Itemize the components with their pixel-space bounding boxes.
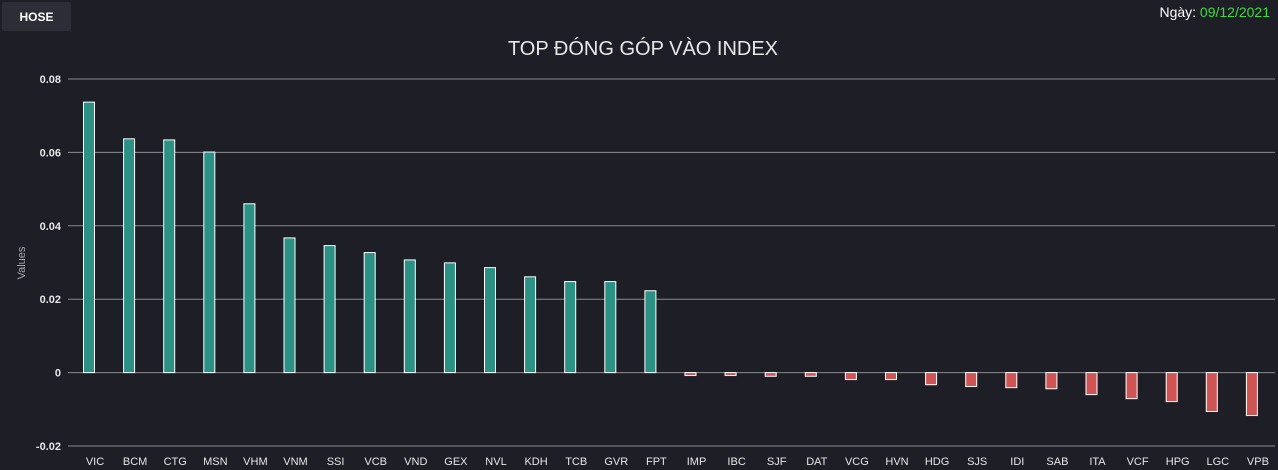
- x-tick-label: SJS: [967, 456, 987, 468]
- bar-vcb: [363, 252, 376, 374]
- bar-lgc: [1205, 372, 1218, 413]
- bar-hvn: [885, 372, 897, 381]
- x-tick-label: VHM: [243, 456, 267, 468]
- date-display: Ngày: 09/12/2021: [1159, 4, 1270, 20]
- bar-vnm: [283, 237, 296, 374]
- y-tick-label: 0.04: [40, 221, 62, 233]
- bar-hdg: [925, 372, 938, 386]
- x-tick-label: VIC: [86, 456, 104, 468]
- bar-ita: [1085, 372, 1098, 396]
- bar-nvl: [484, 267, 496, 374]
- x-tick-label: DAT: [806, 456, 827, 468]
- date-value: 09/12/2021: [1199, 4, 1270, 20]
- y-tick-label: 0.02: [40, 294, 61, 306]
- y-tick-label: -0.02: [36, 441, 61, 453]
- x-tick-label: BCM: [123, 456, 147, 468]
- bar-ssi: [323, 245, 336, 374]
- bar-sab: [1045, 372, 1058, 390]
- bar-dat: [804, 372, 817, 377]
- x-tick-label: FPT: [646, 456, 667, 468]
- bar-hpg: [1165, 372, 1178, 403]
- bar-tcb: [564, 281, 577, 374]
- bar-gex: [443, 262, 456, 374]
- y-tick-label: 0.08: [40, 74, 61, 86]
- x-tick-label: VPB: [1247, 456, 1269, 468]
- x-tick-label: HVN: [885, 456, 908, 468]
- bar-vnd: [403, 259, 416, 374]
- x-tick-label: KDH: [524, 456, 547, 468]
- x-tick-label: SJF: [767, 456, 787, 468]
- y-tick-label: 0.06: [40, 147, 61, 159]
- x-tick-label: VND: [404, 456, 427, 468]
- x-tick-label: VCB: [364, 456, 387, 468]
- bar-ibc: [724, 372, 737, 377]
- bar-vic: [83, 101, 95, 374]
- bar-idi: [1005, 372, 1018, 389]
- x-tick-label: VCG: [845, 456, 869, 468]
- x-tick-label: ITA: [1089, 456, 1106, 468]
- x-tick-label: GEX: [444, 456, 468, 468]
- x-tick-label: VNM: [283, 456, 307, 468]
- bar-sjs: [965, 372, 978, 388]
- x-tick-label: SAB: [1046, 456, 1068, 468]
- x-tick-label: MSN: [203, 456, 228, 468]
- bar-imp: [684, 372, 697, 377]
- bar-vcg: [844, 372, 857, 381]
- bar-gvr: [604, 281, 617, 374]
- x-tick-label: HPG: [1166, 456, 1190, 468]
- x-tick-label: LGC: [1206, 456, 1229, 468]
- bar-ctg: [163, 139, 176, 374]
- x-tick-label: TCB: [565, 456, 587, 468]
- x-tick-label: HDG: [925, 456, 949, 468]
- x-tick-label: GVR: [604, 456, 628, 468]
- bar-bcm: [123, 138, 136, 374]
- bar-vpb: [1245, 372, 1258, 417]
- bar-fpt: [644, 290, 657, 374]
- x-tick-label: IDI: [1010, 456, 1024, 468]
- exchange-button-hose[interactable]: HOSE: [2, 2, 71, 31]
- x-tick-label: IMP: [687, 456, 707, 468]
- bar-vcf: [1125, 372, 1138, 400]
- bar-vhm: [243, 203, 256, 374]
- bar-msn: [203, 151, 216, 374]
- chart-title: TOP ĐÓNG GÓP VÀO INDEX: [508, 37, 778, 60]
- x-tick-label: IBC: [727, 456, 745, 468]
- x-tick-label: NVL: [485, 456, 506, 468]
- bar-kdh: [524, 276, 537, 374]
- x-tick-label: CTG: [164, 456, 187, 468]
- x-tick-label: SSI: [327, 456, 345, 468]
- y-tick-label: 0: [55, 368, 61, 380]
- bar-sjf: [764, 372, 777, 377]
- date-label: Ngày:: [1159, 4, 1197, 20]
- x-tick-label: VCF: [1127, 456, 1149, 468]
- y-axis-label: Values: [16, 246, 28, 279]
